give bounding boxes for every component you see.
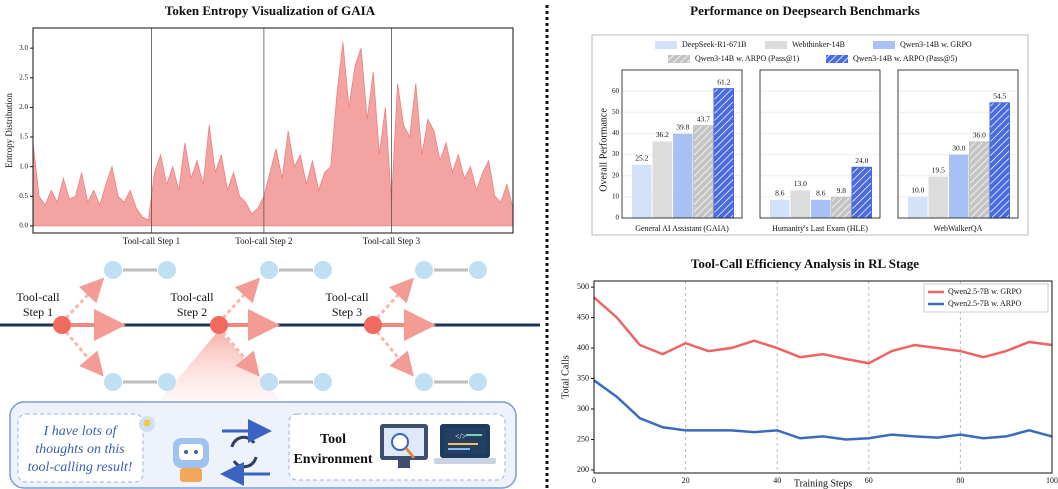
- legend-swatch: [668, 55, 690, 63]
- value-label: 13.0: [794, 179, 807, 188]
- y-axis-label: Total Calls: [560, 355, 571, 399]
- value-label: 61.2: [717, 77, 730, 86]
- bar: [673, 134, 693, 218]
- y-tick-label: 20: [612, 171, 620, 179]
- bar: [908, 197, 928, 218]
- y-tick-label: 3.0: [19, 44, 28, 52]
- bar: [714, 89, 734, 218]
- legend-label: Qwen3-14B w. ARPO (Pass@5): [853, 54, 958, 63]
- legend-label: Webthinker-14B: [792, 40, 845, 49]
- y-tick-label: 0.5: [19, 192, 28, 200]
- x-tick-label: 60: [865, 476, 873, 485]
- x-tick-label: 20: [682, 476, 690, 485]
- legend-swatch: [765, 41, 787, 49]
- svg-text:</>: </>: [455, 432, 467, 441]
- y-tick-label: 450: [577, 312, 589, 321]
- legend-label: Qwen2.5-7B w. ARPO: [948, 299, 1021, 308]
- legend-swatch: [655, 41, 677, 49]
- y-tick-label: 2.5: [19, 73, 28, 81]
- value-label: 54.5: [993, 91, 1006, 100]
- value-label: 8.6: [775, 189, 785, 198]
- beam: [160, 330, 280, 400]
- step-label: Tool-call Step 1: [123, 236, 180, 246]
- legend-swatch: [873, 41, 895, 49]
- step-label: Step 3: [332, 305, 362, 319]
- y-tick-label: 400: [577, 343, 589, 352]
- value-label: 39.8: [676, 123, 689, 132]
- value-label: 24.0: [855, 156, 868, 165]
- y-axis-label: Overall Performance: [598, 108, 609, 192]
- bar: [770, 200, 790, 218]
- y-tick-label: 1.0: [19, 162, 28, 170]
- legend-label: Qwen2.5-7B w. GRPO: [948, 287, 1022, 296]
- step-label: Tool-call: [170, 290, 214, 304]
- step-label: Tool-call: [16, 290, 60, 304]
- value-label: 36.0: [973, 131, 986, 140]
- value-label: 9.8: [837, 186, 847, 195]
- legend-label: Qwen3-14B w. ARPO (Pass@1): [695, 54, 800, 63]
- value-label: 10.0: [911, 186, 924, 195]
- value-label: 8.6: [816, 189, 826, 198]
- y-tick-label: 500: [577, 282, 589, 291]
- bar: [970, 142, 990, 218]
- bar: [632, 165, 652, 218]
- legend-label: Qwen3-14B w. GRPO: [900, 40, 972, 49]
- x-axis-label: Training Steps: [794, 478, 852, 489]
- legend-label: DeepSeek-R1-671B: [682, 40, 746, 49]
- y-tick-label: 0.0: [19, 221, 28, 229]
- thought-text: thoughts on this: [35, 442, 125, 457]
- bar: [929, 177, 949, 218]
- tool-text: Environment: [293, 452, 372, 467]
- y-tick-label: 10: [612, 192, 620, 200]
- step-label: Step 2: [177, 305, 207, 319]
- category-label: WebWalkerQA: [934, 224, 983, 233]
- step-label: Step 1: [23, 305, 53, 319]
- value-label: 19.5: [932, 165, 945, 174]
- tool-text: Tool: [320, 432, 346, 447]
- step-label: Tool-call: [325, 290, 369, 304]
- chart-title: Performance on Deepsearch Benchmarks: [690, 3, 920, 18]
- y-tick-label: 40: [612, 129, 620, 137]
- y-tick-label: 250: [577, 434, 589, 443]
- x-tick-label: 40: [773, 476, 781, 485]
- diagram: Tool-call Step 1 Tool-call Step 2 Tool-c…: [0, 261, 540, 488]
- y-tick-label: 60: [612, 87, 620, 95]
- step-label: Tool-call Step 2: [235, 236, 292, 246]
- thought-text: tool-calling result!: [28, 460, 133, 475]
- y-tick-label: 200: [577, 465, 589, 474]
- value-label: 43.7: [697, 114, 710, 123]
- category-label: General AI Assistant (GAIA): [635, 224, 729, 233]
- y-tick-label: 2.0: [19, 103, 28, 111]
- category-label: Humanity's Last Exam (HLE): [772, 224, 868, 233]
- x-tick-label: 100: [1046, 476, 1058, 485]
- y-tick-label: 30: [612, 150, 620, 158]
- series-line: [594, 380, 1052, 439]
- bar: [694, 126, 714, 218]
- y-tick-label: 0: [616, 214, 620, 222]
- figure: Tool-call Step 1 Tool-call Step 2 Tool-c…: [0, 0, 1058, 489]
- bar: [832, 197, 852, 218]
- chart-title: Tool-Call Efficiency Analysis in RL Stag…: [691, 256, 919, 271]
- y-tick-label: 350: [577, 373, 589, 382]
- thought-text: I have lots of: [43, 424, 119, 439]
- x-tick-label: 80: [956, 476, 964, 485]
- value-label: 25.2: [635, 153, 648, 162]
- bar: [811, 200, 831, 218]
- y-tick-label: 50: [612, 108, 620, 116]
- value-label: 36.2: [656, 130, 669, 139]
- y-tick-label: 1.5: [19, 133, 28, 141]
- entropy-area: [33, 42, 513, 226]
- y-axis-label: Entropy Distribution: [4, 93, 14, 168]
- bar: [990, 103, 1010, 218]
- bar: [949, 155, 969, 218]
- legend-swatch: [826, 55, 848, 63]
- bar: [653, 141, 673, 218]
- bar: [852, 167, 872, 218]
- value-label: 30.0: [952, 143, 965, 152]
- step-label: Tool-call Step 3: [363, 236, 421, 246]
- chart-title: Token Entropy Visualization of GAIA: [165, 3, 376, 18]
- bar: [791, 191, 811, 218]
- y-tick-label: 300: [577, 404, 589, 413]
- x-tick-label: 0: [592, 476, 596, 485]
